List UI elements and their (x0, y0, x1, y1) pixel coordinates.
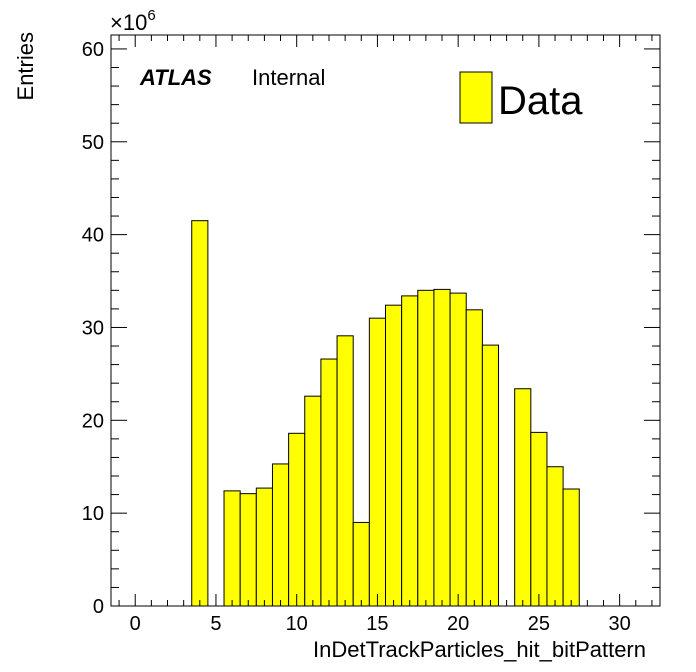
y-tick-label: 20 (82, 410, 104, 432)
y-axis-ticks: 0 10 20 30 40 50 60 (82, 39, 660, 618)
x-tick-label: 25 (528, 613, 550, 635)
x-tick-label: 0 (130, 613, 141, 635)
histogram-bin-4 (191, 220, 209, 607)
x-axis-ticks: 0 5 10 15 20 25 30 (118, 35, 653, 635)
histogram-bin-25 (530, 431, 548, 607)
histogram-bin-12 (320, 358, 338, 607)
legend-swatch-data (459, 71, 493, 124)
x-axis-title: InDetTrackParticles_hit_bitPattern (313, 637, 646, 662)
histogram-bin-6 (223, 490, 241, 607)
x-tick-label: 30 (609, 613, 631, 635)
histogram-bin-9 (271, 463, 290, 607)
histogram-bin-14 (352, 521, 370, 607)
histogram-bin-10 (288, 432, 306, 607)
atlas-label: ATLAS (139, 65, 212, 90)
y-axis-title: Entries (13, 32, 38, 100)
histogram-bin-24 (514, 388, 532, 607)
histogram-bin-27 (562, 488, 580, 607)
histogram-bin-21 (465, 309, 483, 607)
atlas-status-label: Internal (252, 65, 325, 90)
x-tick-label: 20 (447, 613, 469, 635)
histogram-bin-15 (368, 317, 386, 607)
histogram-bin-13 (336, 335, 354, 607)
histogram-bin-16 (385, 304, 403, 607)
y-tick-label: 60 (82, 39, 104, 61)
histogram-bin-11 (304, 395, 322, 607)
y-axis-multiplier-exponent: 6 (147, 7, 155, 24)
x-tick-label: 15 (366, 613, 388, 635)
histogram-bin-8 (255, 487, 273, 607)
histogram-bin-20 (449, 292, 467, 607)
y-axis-multiplier: ×106 (110, 7, 156, 35)
x-tick-label: 5 (210, 613, 221, 635)
histogram-bin-17 (401, 295, 419, 607)
histogram-bin-22 (481, 344, 500, 607)
histogram-bars (191, 220, 580, 607)
histogram-bin-26 (546, 466, 564, 607)
y-tick-label: 40 (82, 225, 104, 247)
histogram-bin-7 (239, 493, 257, 607)
y-tick-label: 10 (82, 503, 104, 525)
legend-label-data: Data (498, 79, 583, 123)
y-tick-label: 50 (82, 132, 104, 154)
histogram-bin-19 (433, 288, 451, 607)
y-tick-label: 0 (93, 596, 104, 618)
y-tick-label: 30 (82, 317, 104, 339)
histogram-bin-18 (417, 289, 435, 607)
x-tick-label: 10 (286, 613, 308, 635)
plot-frame (110, 34, 661, 607)
